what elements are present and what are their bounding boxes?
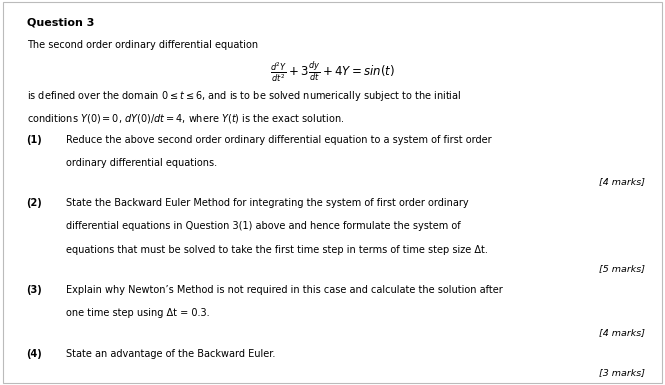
FancyBboxPatch shape <box>3 2 662 383</box>
Text: [3 marks]: [3 marks] <box>599 368 645 377</box>
Text: ordinary differential equations.: ordinary differential equations. <box>66 158 217 168</box>
Text: (3): (3) <box>27 285 43 295</box>
Text: Explain why Newton’s Method is not required in this case and calculate the solut: Explain why Newton’s Method is not requi… <box>66 285 503 295</box>
Text: (4): (4) <box>27 349 43 359</box>
Text: [5 marks]: [5 marks] <box>599 264 645 273</box>
Text: Question 3: Question 3 <box>27 17 94 27</box>
Text: (2): (2) <box>27 198 43 208</box>
Text: differential equations in Question 3(1) above and hence formulate the system of: differential equations in Question 3(1) … <box>66 221 461 231</box>
Text: The second order ordinary differential equation: The second order ordinary differential e… <box>27 40 258 50</box>
Text: Reduce the above second order ordinary differential equation to a system of firs: Reduce the above second order ordinary d… <box>66 135 492 145</box>
Text: [4 marks]: [4 marks] <box>599 177 645 186</box>
Text: State an advantage of the Backward Euler.: State an advantage of the Backward Euler… <box>66 349 276 359</box>
Text: equations that must be solved to take the first time step in terms of time step : equations that must be solved to take th… <box>66 244 488 254</box>
Text: [4 marks]: [4 marks] <box>599 328 645 337</box>
Text: $\frac{d^2Y}{dt^2} + 3\frac{dy}{dt} + 4Y = sin(t)$: $\frac{d^2Y}{dt^2} + 3\frac{dy}{dt} + 4Y… <box>270 59 395 84</box>
Text: one time step using Δt = 0.3.: one time step using Δt = 0.3. <box>66 308 210 318</box>
Text: conditions $Y(0) = 0$, $dY(0)/dt = 4$, where $Y(t)$ is the exact solution.: conditions $Y(0) = 0$, $dY(0)/dt = 4$, w… <box>27 112 344 126</box>
Text: is defined over the domain $0 \leq t\leq 6$, and is to be solved numerically sub: is defined over the domain $0 \leq t\leq… <box>27 89 461 103</box>
Text: State the Backward Euler Method for integrating the system of first order ordina: State the Backward Euler Method for inte… <box>66 198 469 208</box>
Text: (1): (1) <box>27 135 43 145</box>
